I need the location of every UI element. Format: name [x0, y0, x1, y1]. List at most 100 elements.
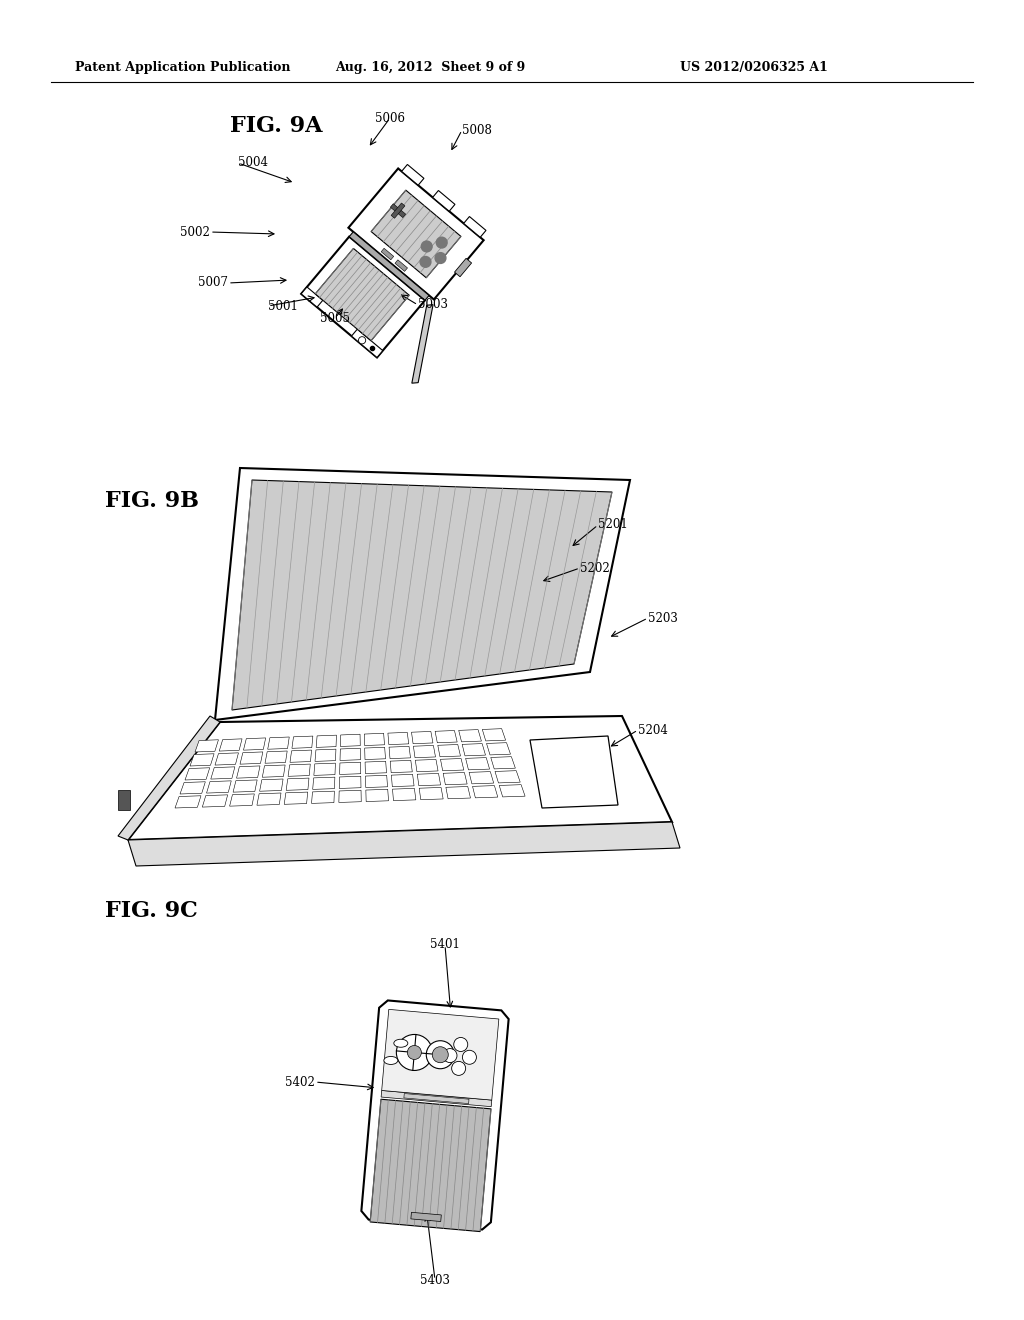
Circle shape	[426, 1040, 455, 1069]
Text: FIG. 9C: FIG. 9C	[105, 900, 198, 921]
Text: 5402: 5402	[285, 1076, 315, 1089]
Polygon shape	[432, 190, 455, 211]
Polygon shape	[215, 469, 630, 719]
Polygon shape	[237, 766, 260, 779]
Polygon shape	[411, 1212, 441, 1221]
Polygon shape	[349, 232, 429, 300]
Polygon shape	[464, 216, 486, 238]
Polygon shape	[340, 734, 360, 747]
Text: 5001: 5001	[268, 300, 298, 313]
Polygon shape	[301, 286, 323, 308]
Polygon shape	[455, 259, 472, 277]
Polygon shape	[401, 165, 424, 185]
Circle shape	[443, 1048, 457, 1063]
Circle shape	[463, 1051, 476, 1064]
Polygon shape	[412, 305, 433, 383]
Polygon shape	[419, 788, 443, 800]
Polygon shape	[391, 203, 404, 218]
Polygon shape	[260, 779, 283, 791]
Text: 5007: 5007	[198, 276, 228, 289]
Polygon shape	[435, 730, 457, 743]
Polygon shape	[486, 743, 511, 755]
Polygon shape	[262, 766, 285, 777]
Polygon shape	[312, 777, 335, 789]
Polygon shape	[351, 329, 383, 358]
Polygon shape	[365, 734, 384, 746]
Polygon shape	[500, 784, 525, 797]
Polygon shape	[211, 767, 234, 779]
Polygon shape	[381, 248, 393, 260]
Polygon shape	[388, 733, 409, 744]
Polygon shape	[195, 739, 218, 752]
Polygon shape	[207, 781, 231, 793]
Text: 5403: 5403	[420, 1274, 450, 1287]
Polygon shape	[340, 748, 360, 760]
Circle shape	[396, 1035, 432, 1071]
Text: 5004: 5004	[238, 157, 268, 169]
Polygon shape	[288, 764, 310, 776]
Text: 5401: 5401	[430, 939, 460, 952]
Text: 5202: 5202	[580, 561, 609, 574]
Polygon shape	[215, 752, 239, 766]
Polygon shape	[381, 1090, 492, 1106]
Polygon shape	[482, 729, 506, 741]
Polygon shape	[389, 746, 411, 759]
Circle shape	[435, 252, 445, 264]
Text: 5002: 5002	[180, 226, 210, 239]
Polygon shape	[371, 1100, 490, 1232]
Bar	[118, 789, 130, 810]
Ellipse shape	[394, 1039, 408, 1047]
Polygon shape	[366, 775, 387, 788]
Polygon shape	[371, 190, 461, 277]
Polygon shape	[417, 774, 440, 785]
Polygon shape	[244, 738, 265, 750]
Circle shape	[432, 1047, 449, 1063]
Polygon shape	[185, 768, 210, 780]
Circle shape	[421, 242, 432, 252]
Circle shape	[454, 1038, 468, 1052]
Polygon shape	[257, 793, 281, 805]
Circle shape	[436, 238, 447, 248]
Polygon shape	[414, 746, 435, 758]
Polygon shape	[403, 1093, 469, 1104]
Polygon shape	[290, 750, 311, 763]
Text: 5003: 5003	[418, 298, 449, 312]
Polygon shape	[530, 737, 618, 808]
Polygon shape	[366, 762, 386, 774]
Polygon shape	[490, 756, 515, 770]
Polygon shape	[365, 747, 385, 759]
Polygon shape	[366, 789, 388, 801]
Circle shape	[420, 256, 431, 267]
Text: 5005: 5005	[319, 312, 350, 325]
Polygon shape	[438, 744, 461, 756]
Polygon shape	[412, 731, 433, 743]
Polygon shape	[443, 772, 467, 785]
Polygon shape	[416, 759, 438, 772]
Polygon shape	[392, 788, 416, 801]
Polygon shape	[301, 236, 425, 358]
Polygon shape	[339, 791, 361, 803]
Circle shape	[452, 1061, 466, 1076]
Polygon shape	[190, 754, 214, 766]
Text: 5006: 5006	[375, 111, 406, 124]
Polygon shape	[315, 750, 336, 762]
Text: 5008: 5008	[462, 124, 492, 136]
Text: 5204: 5204	[638, 723, 668, 737]
Polygon shape	[219, 739, 242, 751]
Polygon shape	[180, 781, 206, 795]
Text: FIG. 9A: FIG. 9A	[230, 115, 323, 137]
Polygon shape	[472, 785, 498, 797]
Polygon shape	[469, 772, 494, 784]
Polygon shape	[313, 763, 336, 775]
Polygon shape	[466, 758, 489, 770]
Polygon shape	[203, 795, 227, 807]
Polygon shape	[382, 1010, 499, 1100]
Polygon shape	[267, 737, 289, 750]
Polygon shape	[316, 735, 337, 747]
Text: 5203: 5203	[648, 611, 678, 624]
Polygon shape	[118, 715, 220, 840]
Polygon shape	[175, 796, 201, 808]
Polygon shape	[340, 762, 360, 775]
Polygon shape	[240, 752, 263, 764]
Polygon shape	[311, 791, 335, 804]
